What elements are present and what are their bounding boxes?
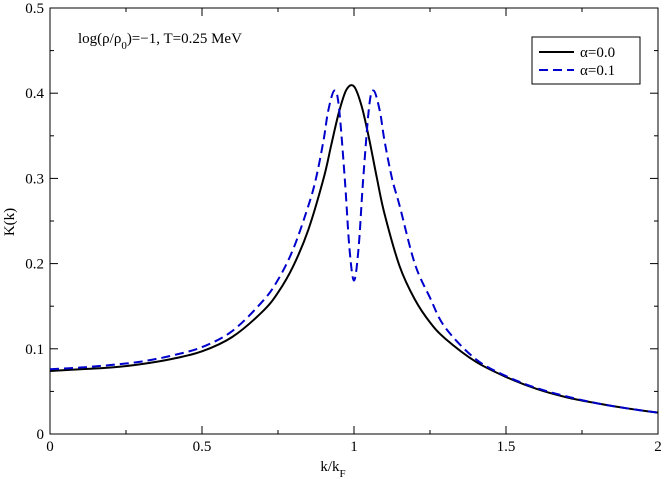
axis-tick-labels: 0 0.5 1 1.5 2 0 0.1 0.2 0.3 0.4 0.5: [25, 1, 662, 455]
chart-annotation-sub: 0: [121, 40, 127, 52]
x-axis-title: k/kF: [320, 459, 345, 479]
y-tick-label: 0: [37, 427, 45, 443]
series-line-0: [49, 84, 659, 414]
chart-annotation-main: log(ρ/ρ: [78, 31, 121, 47]
y-tick-label: 0.3: [25, 171, 44, 187]
legend-box: [531, 36, 641, 85]
chart-annotation-tail: )=−1, T=0.25 MeV: [127, 31, 242, 47]
x-tick-label: 0.5: [193, 439, 212, 455]
legend-label-alpha-1: α=0.1: [580, 63, 615, 79]
axis-ticks: [49, 7, 659, 435]
x-tick-label: 1.5: [497, 439, 516, 455]
y-tick-label: 0.1: [25, 342, 44, 358]
y-axis-title: K(k): [2, 208, 18, 236]
y-tick-label: 0.4: [25, 86, 44, 102]
x-tick-label: 2: [654, 439, 662, 455]
legend: α=0.0 α=0.1: [531, 36, 641, 85]
series-layer: [49, 84, 659, 414]
x-axis-title-main: k/k: [320, 459, 340, 475]
x-tick-label: 1: [350, 439, 358, 455]
legend-label-alpha-0: α=0.0: [580, 45, 615, 61]
series-line-1: [49, 89, 659, 414]
y-tick-label: 0.2: [25, 257, 44, 273]
x-axis-title-sub: F: [340, 468, 346, 479]
y-tick-label: 0.5: [25, 1, 44, 17]
x-tick-label: 0: [46, 439, 54, 455]
chart-annotation: log(ρ/ρ0)=−1, T=0.25 MeV: [78, 31, 242, 52]
